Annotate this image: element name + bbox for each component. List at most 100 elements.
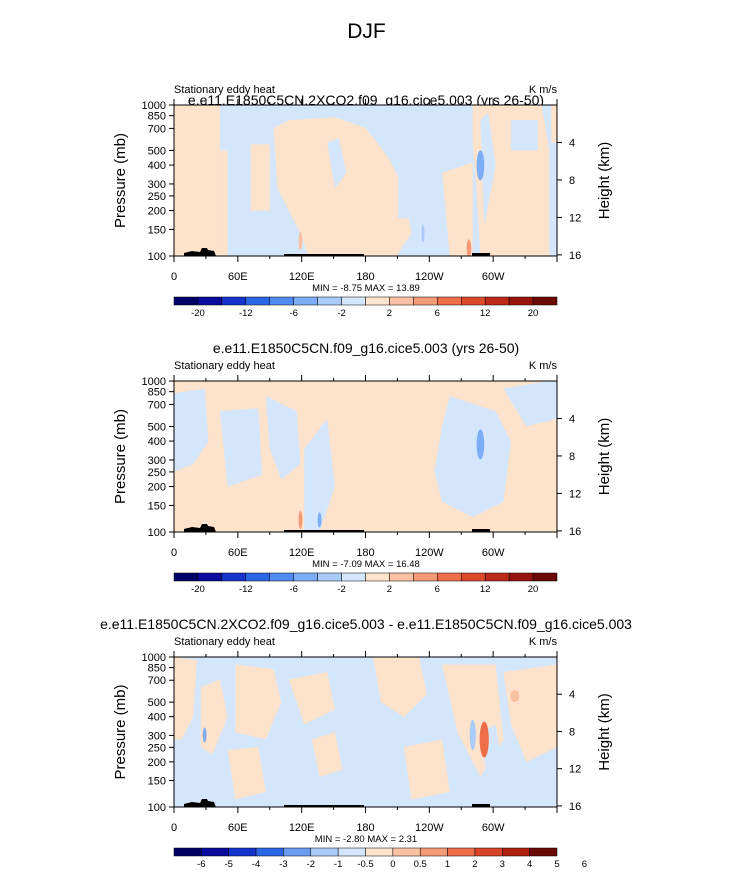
- y-right-axis-title: Height (km): [596, 418, 613, 496]
- contour-region: [304, 418, 335, 532]
- y-tick-label: 150: [148, 500, 166, 512]
- y-right-tick-label: 12: [569, 764, 581, 776]
- contour-region: [442, 162, 473, 256]
- colorbar-swatch: [532, 572, 558, 582]
- contour-region: [265, 396, 301, 480]
- plot-area: [174, 657, 557, 807]
- contour-region: [250, 144, 270, 211]
- colorbar-swatch: [173, 296, 199, 306]
- colorbar-swatch: [508, 572, 534, 582]
- y-tick-label: 500: [148, 697, 166, 709]
- y-axis-title: Pressure (mb): [112, 409, 129, 504]
- colorbar-swatch: [389, 296, 414, 306]
- colorbar-swatch: [502, 847, 530, 857]
- contour-region: [220, 408, 263, 487]
- x-tick-label: 120E: [289, 547, 315, 559]
- x-tick-label: 0: [171, 547, 177, 559]
- colorbar-swatch: [173, 572, 199, 582]
- colorbar-swatch: [255, 847, 284, 857]
- colorbar-label: 0: [390, 859, 395, 870]
- contour-region: [551, 105, 557, 143]
- figure-title: DJF: [347, 20, 386, 43]
- colorbar-swatch: [437, 296, 462, 306]
- colorbar-label: -12: [239, 584, 253, 595]
- variable-label: Stationary eddy heat: [174, 636, 275, 648]
- contour-spot: [476, 150, 485, 181]
- y-tick-label: 300: [148, 179, 166, 191]
- contour-region: [511, 433, 542, 502]
- y-right-tick-label: 16: [569, 250, 581, 262]
- colorbar-label: 2: [387, 584, 392, 595]
- y-right-tick-label: 12: [569, 488, 581, 500]
- x-tick-label: 0: [171, 271, 177, 283]
- colorbar-label: -20: [191, 308, 205, 319]
- x-tick-label: 60W: [482, 271, 505, 283]
- colorbar-label: -6: [197, 859, 205, 870]
- colorbar-swatch: [245, 296, 270, 306]
- contour-region: [174, 657, 197, 740]
- colorbar-swatch: [341, 572, 366, 582]
- colorbar-label: 20: [528, 308, 539, 319]
- contour-region: [288, 672, 335, 725]
- chart-panel-1: e.e11.E1850C5CN.2XCO2.f09_g16.cice5.003 …: [112, 84, 613, 319]
- colorbar-label: 0.5: [414, 859, 427, 870]
- colorbar-label: -2: [337, 584, 345, 595]
- contour-spot: [466, 239, 472, 256]
- colorbar-label: 5: [554, 859, 559, 870]
- x-tick-label: 0: [171, 822, 177, 834]
- contour-spot: [317, 512, 322, 528]
- colorbar-swatch: [269, 572, 294, 582]
- contour-spot: [421, 224, 425, 243]
- y-right-tick-label: 8: [569, 726, 575, 738]
- y-tick-label: 250: [148, 467, 166, 479]
- colorbar-label: 2: [387, 308, 392, 319]
- colorbar-swatch: [197, 572, 223, 582]
- contour-region: [503, 664, 557, 762]
- x-tick-label: 180: [356, 822, 374, 834]
- contour-spot: [298, 510, 303, 529]
- y-tick-label: 700: [148, 123, 166, 135]
- x-tick-label: 180: [356, 547, 374, 559]
- y-tick-label: 200: [148, 206, 166, 218]
- x-tick-label: 180: [356, 271, 374, 283]
- colorbar-swatch: [269, 296, 294, 306]
- units-label: K m/s: [529, 636, 558, 648]
- panel-title: e.e11.E1850C5CN.f09_g16.cice5.003 (yrs 2…: [213, 340, 519, 356]
- y-right-tick-label: 8: [569, 451, 575, 463]
- y-tick-label: 200: [148, 482, 166, 494]
- terrain: [184, 248, 216, 256]
- contour-region: [227, 747, 266, 800]
- colorbar-swatch: [337, 847, 366, 857]
- x-tick-label: 120W: [415, 271, 444, 283]
- y-tick-label: 100: [148, 802, 166, 814]
- colorbar-swatch: [474, 847, 503, 857]
- contour-spot: [202, 727, 207, 743]
- y-tick-label: 850: [148, 387, 166, 399]
- y-tick-label: 850: [148, 111, 166, 123]
- y-tick-label: 700: [148, 675, 166, 687]
- colorbar-label: -2: [307, 859, 315, 870]
- colorbar-swatch: [221, 296, 247, 306]
- contour-region: [398, 157, 412, 219]
- y-tick-label: 500: [148, 421, 166, 433]
- colorbar-swatch: [310, 847, 339, 857]
- colorbar-swatch: [221, 572, 247, 582]
- colorbar-swatch: [201, 847, 229, 857]
- colorbar-swatch: [283, 847, 312, 857]
- colorbar-swatch: [392, 847, 421, 857]
- contour-spot: [479, 721, 489, 758]
- contour-spot: [510, 690, 520, 702]
- x-tick-label: 60E: [228, 822, 248, 834]
- colorbar-label: -12: [239, 308, 253, 319]
- y-tick-label: 1000: [142, 376, 166, 388]
- colorbar-label: -2: [337, 308, 345, 319]
- colorbar-swatch: [341, 296, 366, 306]
- min-max-label: MIN = -8.75 MAX = 13.89: [312, 283, 420, 294]
- terrain: [184, 799, 216, 807]
- contour-region: [480, 112, 496, 226]
- terrain: [472, 253, 490, 256]
- colorbar-swatch: [447, 847, 476, 857]
- y-right-tick-label: 4: [569, 689, 575, 701]
- y-tick-label: 400: [148, 160, 166, 172]
- contour-spot: [476, 429, 485, 460]
